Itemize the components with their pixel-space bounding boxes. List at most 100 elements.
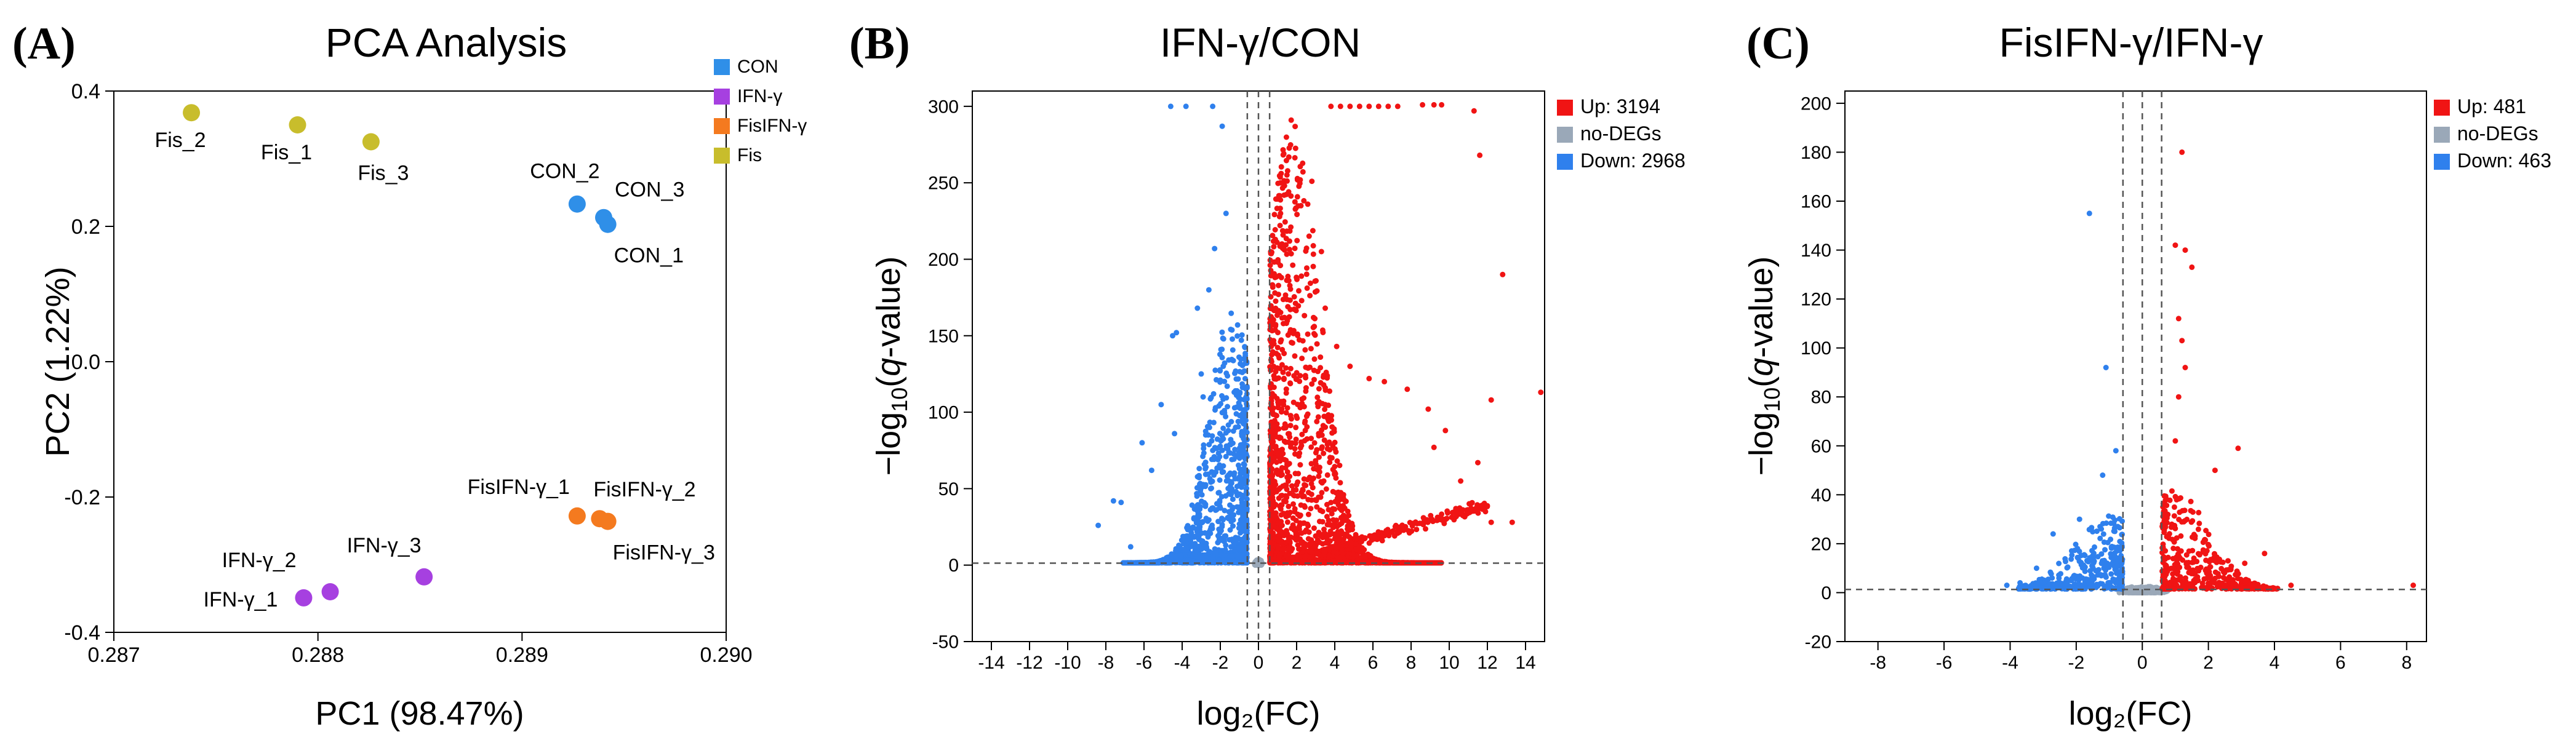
x-tick-label: 2: [1292, 653, 1302, 673]
up-regulated-point: [1323, 486, 1329, 492]
panel-a: (A) PCA Analysis 0.287 0.288 0.289 0.290 -0…: [12, 18, 807, 732]
down-regulated-point: [1199, 498, 1204, 504]
down-regulated-point: [1227, 483, 1233, 490]
up-regulated-point: [1283, 423, 1289, 429]
up-regulated-point: [1482, 509, 1489, 515]
down-regulated-point: [1209, 433, 1215, 439]
up-regulated-point: [1327, 447, 1333, 453]
up-regulated-point: [1439, 101, 1445, 108]
up-regulated-point: [1293, 517, 1299, 523]
up-regulated-point: [1295, 402, 1301, 407]
pca-point: [183, 104, 201, 122]
up-regulated-point: [1287, 282, 1293, 288]
up-regulated-point: [1363, 559, 1369, 565]
up-regulated-point: [1273, 298, 1279, 304]
up-regulated-point: [1420, 101, 1426, 108]
down-regulated-point: [1241, 536, 1246, 542]
panel-b-x-label: log₂(FC): [1197, 695, 1321, 732]
up-regulated-point: [1300, 169, 1306, 175]
down-regulated-point: [1216, 445, 1222, 451]
up-regulated-point: [1288, 548, 1294, 554]
x-tick-label: 14: [1515, 653, 1535, 673]
up-regulated-point: [1404, 386, 1410, 392]
panel-c-points: [2004, 149, 2416, 595]
up-regulated-point: [1302, 482, 1308, 488]
down-regulated-point: [1227, 502, 1233, 508]
up-regulated-point: [1284, 474, 1290, 480]
up-regulated-point: [1292, 155, 1298, 161]
down-regulated-point: [1196, 466, 1202, 472]
up-regulated-point: [1292, 440, 1298, 447]
up-regulated-point: [1329, 424, 1335, 430]
up-regulated-point: [1284, 531, 1290, 537]
down-regulated-point: [1199, 538, 1205, 544]
down-regulated-point: [1198, 546, 1204, 552]
up-regulated-point: [1299, 356, 1305, 362]
up-regulated-point: [1332, 520, 1338, 527]
down-regulated-point: [1148, 467, 1154, 474]
down-regulated-point: [1217, 377, 1223, 383]
y-tick-label: 50: [938, 479, 959, 499]
down-regulated-point: [1224, 474, 1230, 480]
up-regulated-point: [1318, 354, 1324, 360]
panel-b-points: [1095, 101, 1544, 568]
up-regulated-point: [1281, 546, 1287, 552]
up-regulated-point: [1308, 506, 1314, 512]
up-regulated-point: [1295, 479, 1301, 485]
up-regulated-point: [1322, 372, 1328, 378]
up-regulated-point: [1287, 327, 1294, 333]
down-regulated-point: [1184, 547, 1190, 553]
pca-point: [321, 583, 339, 600]
up-regulated-point: [1293, 205, 1299, 211]
down-regulated-point: [1232, 536, 1238, 542]
up-regulated-point: [1303, 271, 1310, 277]
up-regulated-point: [1293, 529, 1299, 535]
x-tick-label: -2: [1212, 653, 1229, 673]
down-regulated-point: [1218, 494, 1225, 499]
panel-a-letter: (A): [12, 18, 76, 69]
up-regulated-point: [1286, 371, 1292, 377]
up-regulated-point: [1283, 514, 1289, 520]
x-tick-label: 6: [1368, 653, 1378, 673]
up-regulated-point: [1311, 475, 1316, 481]
up-regulated-point: [1327, 528, 1334, 535]
x-tick-label: 8: [1406, 653, 1417, 673]
up-regulated-point: [1289, 483, 1295, 489]
y-tick-label: -50: [932, 632, 959, 653]
up-regulated-point: [1307, 280, 1313, 286]
down-regulated-point: [1234, 322, 1241, 328]
up-regulated-point: [1301, 476, 1307, 482]
up-regulated-point: [1292, 145, 1298, 151]
down-regulated-point: [1238, 337, 1244, 343]
down-regulated-point: [1207, 549, 1213, 555]
x-tick-label: 12: [1477, 653, 1497, 673]
down-regulated-point: [1110, 498, 1116, 504]
down-regulated-point: [1191, 516, 1197, 522]
down-regulated-point: [1139, 440, 1145, 446]
up-regulated-point: [1314, 341, 1320, 347]
up-regulated-point: [1292, 471, 1298, 477]
up-regulated-point: [1292, 300, 1298, 306]
up-regulated-point: [1327, 545, 1334, 551]
up-regulated-point: [1293, 424, 1299, 431]
x-tick-label: -4: [1174, 653, 1191, 673]
up-regulated-point: [1270, 531, 1276, 537]
up-regulated-point: [1335, 529, 1341, 535]
down-regulated-point: [1219, 346, 1225, 352]
down-regulated-point: [1178, 552, 1184, 559]
panel-b-letter: (B): [849, 18, 910, 69]
up-regulated-point: [1334, 458, 1340, 464]
up-regulated-point: [1347, 103, 1353, 109]
down-regulated-point: [1167, 103, 1174, 109]
down-regulated-point: [1189, 502, 1195, 508]
up-regulated-point: [1301, 493, 1307, 499]
up-regulated-point: [1287, 238, 1292, 244]
panel-b-y-label: −log10(q-value): [870, 257, 912, 476]
up-regulated-point: [1279, 362, 1285, 368]
up-regulated-point: [1281, 314, 1287, 320]
up-regulated-point: [1292, 446, 1298, 452]
pca-point: [568, 195, 586, 213]
up-regulated-point: [1329, 413, 1335, 419]
up-regulated-point: [1305, 511, 1311, 517]
pca-point: [599, 512, 617, 530]
